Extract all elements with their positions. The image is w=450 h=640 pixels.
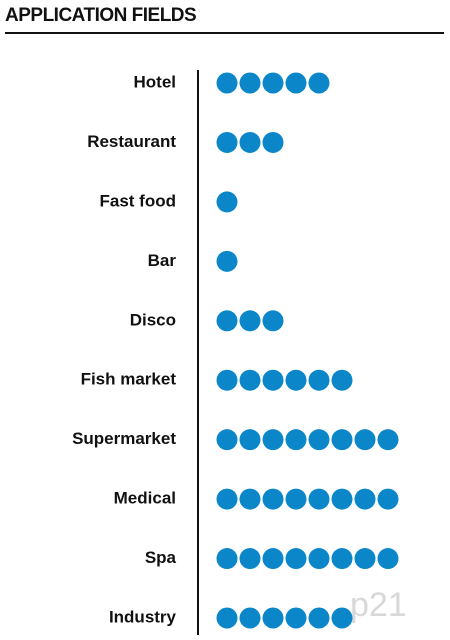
dot	[239, 429, 261, 451]
category-label: Industry	[109, 607, 177, 626]
dot	[262, 369, 284, 391]
category-label: Spa	[145, 548, 177, 567]
dot	[239, 548, 261, 570]
dot	[262, 488, 284, 510]
dot	[239, 131, 261, 153]
category-label: Bar	[148, 251, 177, 270]
dot	[262, 310, 284, 332]
category-label: Fast food	[100, 191, 177, 210]
dot	[216, 250, 238, 272]
dot	[262, 72, 284, 94]
dot	[239, 310, 261, 332]
dot	[239, 72, 261, 94]
chart-title: APPLICATION FIELDS	[5, 5, 196, 26]
dot	[285, 72, 307, 94]
dot	[377, 488, 399, 510]
dot	[239, 488, 261, 510]
category-label: Restaurant	[87, 132, 176, 151]
dot	[216, 72, 238, 94]
dot	[262, 548, 284, 570]
dot	[216, 548, 238, 570]
dot	[285, 369, 307, 391]
dot	[285, 488, 307, 510]
dot	[308, 607, 330, 629]
dot	[377, 429, 399, 451]
dot	[308, 72, 330, 94]
category-label: Hotel	[134, 72, 177, 91]
dot	[216, 429, 238, 451]
dot	[262, 607, 284, 629]
dot	[308, 548, 330, 570]
dot	[216, 488, 238, 510]
dot	[308, 369, 330, 391]
category-label: Fish market	[81, 370, 177, 389]
dot	[331, 488, 353, 510]
dot	[331, 607, 353, 629]
dot	[354, 548, 376, 570]
dot	[285, 429, 307, 451]
dot	[308, 429, 330, 451]
dot	[216, 131, 238, 153]
dot	[331, 548, 353, 570]
dot	[285, 548, 307, 570]
dot	[354, 488, 376, 510]
dot	[216, 310, 238, 332]
dot	[331, 369, 353, 391]
category-label: Supermarket	[72, 429, 176, 448]
dot	[239, 607, 261, 629]
dot	[285, 607, 307, 629]
dot	[262, 131, 284, 153]
dot	[216, 191, 238, 213]
dot	[216, 369, 238, 391]
dot	[308, 488, 330, 510]
dot	[239, 369, 261, 391]
watermark: p21	[350, 586, 407, 624]
dot	[377, 548, 399, 570]
dot	[354, 429, 376, 451]
dot	[331, 429, 353, 451]
category-label: Medical	[114, 489, 176, 508]
category-label: Disco	[130, 310, 176, 329]
dot	[216, 607, 238, 629]
dot	[262, 429, 284, 451]
